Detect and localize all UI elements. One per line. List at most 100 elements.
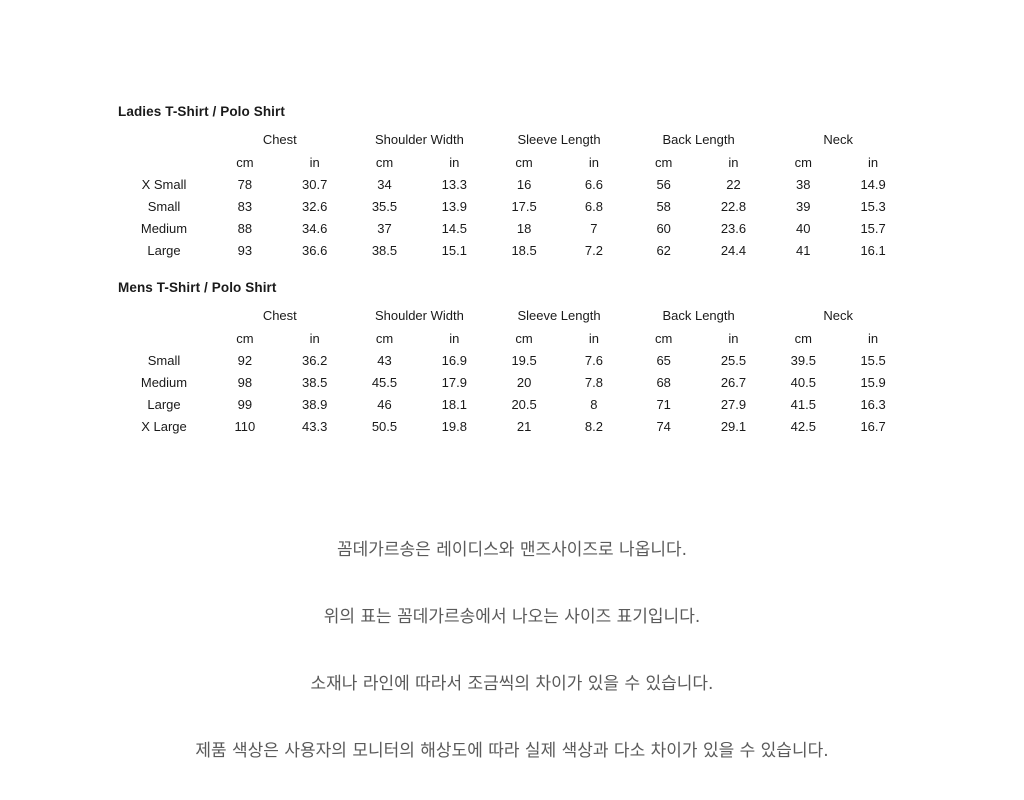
value-cell: 27.9 (720, 397, 747, 412)
value-cell: 6.6 (584, 177, 603, 192)
value-cell: 15.5 (860, 353, 886, 368)
table-row: Small 83 32.6 35.5 13.9 17.5 6.8 58 22.8… (118, 196, 908, 218)
value-cell: 60 (656, 221, 671, 236)
unit-cell: in (588, 155, 599, 170)
value-cell: 14.9 (860, 177, 886, 192)
size-label: Small (147, 353, 181, 368)
value-cell: 30.7 (302, 177, 328, 192)
value-cell: 13.3 (441, 177, 467, 192)
note-line: 소재나 라인에 따라서 조금씩의 차이가 있을 수 있습니다. (310, 674, 714, 694)
value-cell: 62 (656, 243, 671, 258)
value-cell: 40 (796, 221, 811, 236)
ladies-size-section: Ladies T-Shirt / Polo Shirt Chest Should… (118, 104, 908, 262)
unit-cell: in (309, 331, 320, 346)
value-cell: 13.9 (441, 199, 467, 214)
value-cell: 6.8 (584, 199, 603, 214)
measurement-header-row: Chest Shoulder Width Sleeve Length Back … (118, 129, 908, 152)
measurement-header-neck: Neck (823, 132, 853, 147)
value-cell: 38.5 (371, 243, 398, 258)
table-row: X Large 110 43.3 50.5 19.8 21 8.2 74 29.… (118, 416, 908, 438)
value-cell: 17.9 (441, 375, 467, 390)
measurement-header-sleeve-length: Sleeve Length (517, 308, 601, 323)
unit-cell: in (868, 331, 879, 346)
unit-cell: cm (375, 331, 394, 346)
table-row: X Small 78 30.7 34 13.3 16 6.6 56 22 38 … (118, 174, 908, 196)
ladies-section-title: Ladies T-Shirt / Polo Shirt (118, 104, 285, 119)
value-cell: 36.6 (302, 243, 328, 258)
notes-section: 꼼데가르송은 레이디스와 맨즈사이즈로 나옵니다. 위의 표는 꼼데가르송에서 … (0, 508, 1024, 793)
value-cell: 19.8 (441, 419, 467, 434)
value-cell: 32.6 (302, 199, 328, 214)
value-cell: 18.5 (511, 243, 537, 258)
value-cell: 41 (796, 243, 811, 258)
measurement-header-shoulder-width: Shoulder Width (374, 132, 464, 147)
unit-cell: cm (515, 155, 533, 170)
table-row: Large 99 38.9 46 18.1 20.5 8 71 27.9 41.… (118, 394, 908, 416)
unit-header-row: cm in cm in cm in cm in cm in (118, 328, 908, 350)
unit-cell: cm (236, 155, 254, 170)
unit-corner-cell (118, 152, 210, 174)
measurement-header-shoulder-width: Shoulder Width (374, 308, 464, 323)
value-cell: 16.1 (860, 243, 886, 258)
unit-cell: in (449, 331, 460, 346)
mens-size-section: Mens T-Shirt / Polo Shirt Chest Shoulder… (118, 280, 908, 438)
corner-cell (118, 129, 210, 152)
unit-cell: cm (794, 331, 812, 346)
value-cell: 36.2 (302, 353, 328, 368)
value-cell: 24.4 (720, 243, 747, 258)
value-cell: 74 (656, 419, 671, 434)
value-cell: 8.2 (584, 419, 603, 434)
value-cell: 39.5 (790, 353, 816, 368)
value-cell: 42.5 (790, 419, 816, 434)
value-cell: 34.6 (302, 221, 328, 236)
value-cell: 26.7 (720, 375, 747, 390)
value-cell: 50.5 (371, 419, 398, 434)
value-cell: 20.5 (511, 397, 537, 412)
value-cell: 37 (377, 221, 392, 236)
unit-cell: cm (236, 331, 254, 346)
value-cell: 41.5 (790, 397, 816, 412)
value-cell: 14.5 (441, 221, 467, 236)
value-cell: 93 (237, 243, 253, 258)
value-cell: 38.5 (302, 375, 328, 390)
value-cell: 16 (516, 177, 532, 192)
size-label: Medium (140, 375, 188, 390)
unit-corner-cell (118, 328, 210, 350)
note-line: 꼼데가르송은 레이디스와 맨즈사이즈로 나옵니다. (336, 540, 688, 560)
unit-cell: in (868, 155, 879, 170)
unit-cell: cm (794, 155, 812, 170)
value-cell: 23.6 (720, 221, 747, 236)
value-cell: 65 (656, 353, 671, 368)
value-cell: 7 (590, 221, 598, 236)
value-cell: 78 (237, 177, 253, 192)
unit-cell: cm (655, 331, 673, 346)
value-cell: 21 (516, 419, 532, 434)
note-line: 위의 표는 꼼데가르송에서 나오는 사이즈 표기입니다. (323, 607, 701, 627)
value-cell: 18.1 (441, 397, 467, 412)
value-cell: 20 (516, 375, 532, 390)
size-label: Medium (140, 221, 188, 236)
unit-cell: cm (515, 331, 533, 346)
value-cell: 92 (237, 353, 253, 368)
measurement-header-chest: Chest (262, 308, 297, 323)
mens-size-table: Chest Shoulder Width Sleeve Length Back … (118, 305, 908, 438)
value-cell: 19.5 (511, 353, 537, 368)
value-cell: 43 (377, 353, 392, 368)
value-cell: 25.5 (720, 353, 747, 368)
measurement-header-chest: Chest (262, 132, 297, 147)
ladies-size-table: Chest Shoulder Width Sleeve Length Back … (118, 129, 908, 262)
unit-cell: in (449, 155, 460, 170)
value-cell: 38 (796, 177, 811, 192)
value-cell: 7.2 (584, 243, 603, 258)
value-cell: 15.9 (860, 375, 886, 390)
value-cell: 16.3 (860, 397, 886, 412)
corner-cell (118, 305, 210, 328)
value-cell: 8 (590, 397, 598, 412)
value-cell: 110 (234, 419, 256, 434)
value-cell: 45.5 (371, 375, 398, 390)
size-label: Large (147, 243, 181, 258)
value-cell: 7.6 (584, 353, 603, 368)
value-cell: 43.3 (302, 419, 328, 434)
table-row: Large 93 36.6 38.5 15.1 18.5 7.2 62 24.4… (118, 240, 908, 262)
